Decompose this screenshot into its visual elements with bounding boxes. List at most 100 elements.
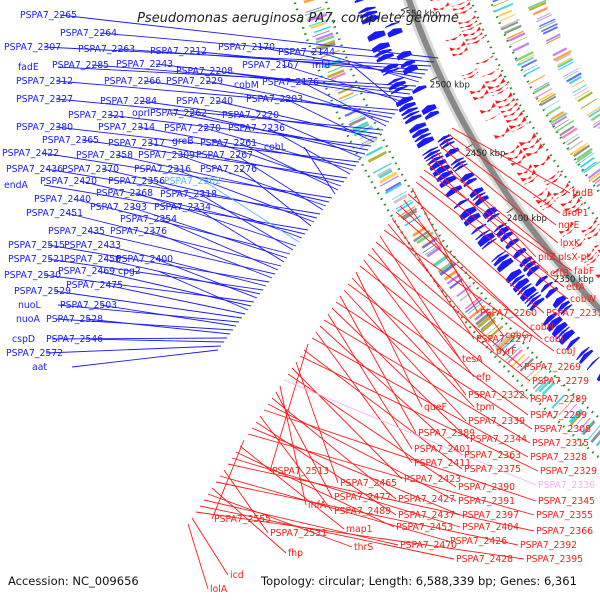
reverse-leader-line [423,169,573,272]
forward-gene-label: PSPA7_2400 [116,254,173,265]
reverse-leader-line [195,511,525,560]
forward-gene-label: PSPA7_2263 [78,44,135,55]
feature-rings [292,0,600,460]
reverse-leader-line [451,127,571,194]
reverse-leader-line [367,253,531,382]
reverse-gene-label: PSPA7_2299 [530,410,587,421]
reverse-leader-line [215,481,519,546]
forward-gene-label: PSPA7_2307 [4,42,61,53]
reverse-leader-line [435,151,537,258]
forward-leader-line [177,154,327,207]
forward-leader-line [55,80,399,111]
forward-gene-label: PSPA7_2354 [120,214,177,225]
forward-gene-label: nuoL [18,300,41,311]
reverse-leader-line [191,517,229,576]
forward-gene-label: PSPA7_2440 [34,194,91,205]
reverse-gene-label: PSPA7_2308 [534,424,591,435]
reverse-leader-line [263,409,537,502]
scale-tick-mark [429,76,438,82]
reverse-gene-label: tpm [476,402,495,413]
forward-gene-label: cpg2 [118,266,141,277]
forward-gene-label: PSPA7_2170 [218,42,275,53]
reverse-gene-label: PSPA7_2363 [464,450,521,461]
forward-leader-line [115,154,330,203]
forward-gene-label: PSPA7_2285 [52,60,109,71]
reverse-gene-label: fabF [574,266,594,277]
forward-gene-label: PSPA7_2266 [104,76,161,87]
reverse-leader-line [275,391,333,498]
forward-gene-label: PSPA7_2529 [14,286,71,297]
forward-gene-label: PSPA7_2265 [20,10,77,21]
reverse-gene-label: ihfA [308,500,327,511]
forward-gene-label: PSPA7_2435 [48,226,105,237]
forward-gene-label: aat [32,362,47,373]
reverse-leader-line [255,421,397,516]
forward-leader-line [155,258,258,299]
forward-gene-label: PSPA7_2365 [42,135,99,146]
forward-leader-line [159,218,279,271]
forward-gene-label: PSPA7_2243 [116,59,173,70]
forward-gene-label: PSPA7_2546 [46,334,103,345]
reverse-leader-line [419,175,565,288]
reverse-leader-line [303,349,463,470]
forward-gene-label: PSPA7_2528 [46,314,103,325]
reverse-gene-label: PSPA7_2531 [270,528,327,539]
reverse-leader-line [247,433,535,516]
forward-gene-label: PSPA7_2515 [8,240,65,251]
forward-leader-line [285,98,375,143]
reverse-leader-line [439,145,559,244]
forward-gene-label: PSPA7_2358 [76,150,133,161]
reverse-leader-line [443,139,557,226]
reverse-leader-line [295,361,339,484]
forward-strand-genes-outer [354,0,600,382]
scale-tick-label: 2350 kbp [554,275,594,285]
forward-leader-line [41,152,333,199]
forward-gene-label: PSPA7_2264 [60,28,117,39]
forward-leader-line [55,126,360,163]
reverse-gene-label: PSPA7_2477 [334,492,391,503]
reverse-leader-line [291,367,403,480]
forward-leader-line [65,212,282,267]
forward-leader-line [155,63,411,95]
reverse-leader-line [395,211,543,340]
reverse-gene-label: PSPA7_2453 [396,522,453,533]
forward-gene-label: PSPA7_2356 [108,176,165,187]
forward-gene-label: PSPA7_2469 [58,266,115,277]
forward-leader-line [135,192,297,247]
reverse-gene-label: PSPA7_2345 [538,496,595,507]
forward-leader-line [239,142,339,191]
forward-leader-line [189,50,426,75]
forward-gene-label: PSPA7_2380 [16,122,73,133]
forward-leader-line [99,32,435,63]
reverse-leader-line [323,319,531,444]
forward-leader-line [317,51,420,83]
forward-leader-line [85,318,231,335]
forward-gene-label: PSPA7_2317 [108,138,165,149]
forward-leader-line [85,338,225,343]
forward-leader-line [257,46,423,79]
reverse-leader-line [351,277,475,408]
reverse-leader-line [267,403,457,502]
forward-gene-label: PSPA7_2276 [200,164,257,175]
reverse-gene-label: PSPA7_2328 [530,452,587,463]
reverse-gene-label: cobW [570,294,596,305]
reverse-leader-line [447,133,561,214]
reverse-gene-label: tesA [462,354,483,365]
forward-leader-line [129,206,288,259]
map-title: Pseudomonas aeruginosa PA7, complete gen… [137,11,459,26]
forward-leader-line [203,127,354,171]
reverse-leader-line [235,451,395,528]
reverse-leader-line [315,331,413,464]
forward-gene-label: endA [4,180,29,191]
reverse-leader-line [299,355,539,472]
reverse-gene-label: PSPA7_2465 [340,478,397,489]
forward-gene-label: PSPA7_2436 [6,164,63,175]
reverse-leader-line [331,307,469,440]
reverse-leader-line [203,499,399,546]
reverse-leader-line [211,487,287,554]
forward-gene-label: PSPA7_2229 [166,76,223,87]
reverse-gene-label: PSPA7_2366 [536,526,593,537]
forward-gene-label: PSPA7_2261 [200,138,257,149]
